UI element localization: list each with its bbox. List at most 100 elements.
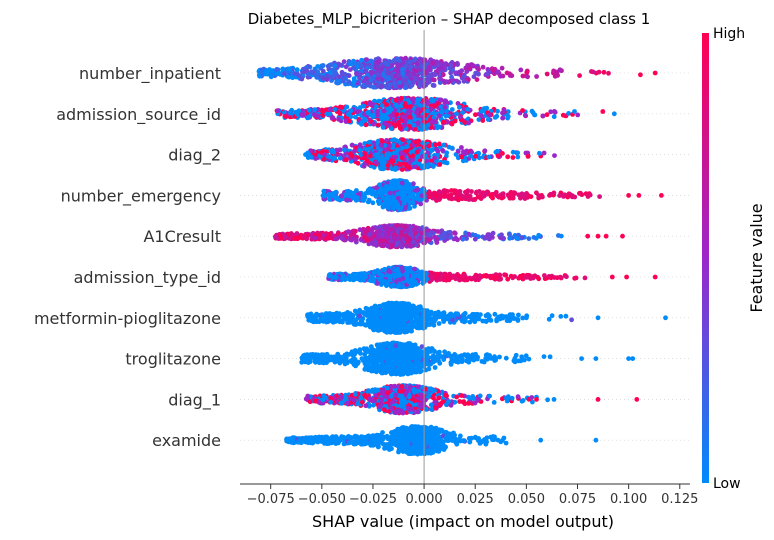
shap-point xyxy=(415,120,421,126)
shap-point xyxy=(389,72,395,78)
shap-point xyxy=(437,162,443,167)
shap-point xyxy=(288,110,293,116)
shap-point xyxy=(461,73,467,79)
shap-point xyxy=(327,107,333,112)
shap-point xyxy=(534,74,539,79)
beeswarm-points xyxy=(256,55,668,457)
shap-point xyxy=(537,150,542,156)
shap-point xyxy=(400,195,405,200)
shap-point xyxy=(534,190,539,196)
shap-point xyxy=(304,236,310,242)
shap-point xyxy=(441,119,446,125)
shap-point xyxy=(500,73,506,79)
shap-point xyxy=(381,108,387,114)
shap-point xyxy=(515,150,521,156)
shap-point xyxy=(402,102,408,108)
shap-point xyxy=(373,185,379,191)
shap-point xyxy=(441,142,447,148)
shap-point xyxy=(366,197,372,203)
shap-point xyxy=(367,101,373,107)
shap-point xyxy=(560,112,566,118)
shap-point xyxy=(522,192,528,198)
shap-point xyxy=(476,194,482,200)
shap-point xyxy=(367,139,372,145)
shap-point xyxy=(449,107,455,112)
shap-point xyxy=(340,236,346,242)
shap-point xyxy=(337,111,343,117)
shap-point xyxy=(353,114,358,120)
shap-point xyxy=(495,69,501,75)
shap-point xyxy=(321,156,327,162)
shap-point xyxy=(389,107,394,112)
shap-point xyxy=(544,112,550,118)
shap-point xyxy=(315,64,321,69)
shap-point xyxy=(475,65,480,71)
shap-point xyxy=(375,72,381,78)
shap-point xyxy=(398,229,404,235)
shap-point xyxy=(454,111,459,117)
shap-point xyxy=(404,144,409,150)
shap-point xyxy=(542,273,547,278)
shap-point xyxy=(327,197,333,202)
shap-point xyxy=(351,78,357,84)
shap-point xyxy=(415,187,421,193)
shap-point xyxy=(485,117,491,122)
shap-point xyxy=(417,235,423,241)
shap-point xyxy=(514,236,520,241)
shap-point xyxy=(432,72,438,78)
shap-point xyxy=(399,223,404,229)
shap-outlier-point xyxy=(303,152,308,158)
shap-point xyxy=(363,122,369,128)
shap-point xyxy=(324,77,330,82)
shap-point xyxy=(399,167,405,172)
shap-point xyxy=(426,143,432,149)
shap-point xyxy=(536,232,542,238)
shap-point xyxy=(394,179,400,184)
shap-point xyxy=(395,195,401,201)
shap-point xyxy=(363,68,369,74)
shap-point xyxy=(326,231,332,237)
shap-point xyxy=(488,192,494,198)
shap-point xyxy=(371,241,377,247)
shap-point xyxy=(294,67,300,73)
shap-point xyxy=(478,113,484,118)
shap-point xyxy=(480,118,486,123)
shap-point xyxy=(392,185,398,191)
shap-point xyxy=(430,60,435,66)
shap-point xyxy=(452,230,457,236)
shap-point xyxy=(449,74,454,80)
shap-point xyxy=(387,82,393,88)
shap-point xyxy=(455,62,460,67)
shap-point xyxy=(296,73,302,78)
shap-point xyxy=(374,189,380,195)
chart-title: Diabetes_MLP_bicriterion – SHAP decompos… xyxy=(248,10,651,29)
shap-point xyxy=(414,110,419,115)
shap-point xyxy=(411,181,416,187)
shap-point xyxy=(361,82,367,88)
shap-point xyxy=(391,81,397,86)
shap-point xyxy=(493,189,499,195)
shap-point xyxy=(516,192,522,198)
shap-point xyxy=(385,116,390,121)
shap-point xyxy=(436,189,442,195)
shap-point xyxy=(378,142,384,148)
shap-point xyxy=(342,71,348,77)
shap-point xyxy=(382,120,388,126)
shap-point xyxy=(339,193,344,199)
shap-point xyxy=(431,77,437,83)
shap-point xyxy=(407,59,413,65)
shap-point xyxy=(397,80,402,85)
shap-point xyxy=(398,150,404,156)
shap-point xyxy=(500,115,505,121)
shap-point xyxy=(357,74,363,79)
shap-point xyxy=(384,102,390,108)
shap-point xyxy=(383,147,389,153)
shap-point xyxy=(446,144,452,150)
shap-point xyxy=(346,73,352,79)
shap-point xyxy=(408,104,413,109)
shap-point xyxy=(324,111,330,117)
shap-point xyxy=(455,149,461,154)
shap-point xyxy=(437,76,442,82)
shap-point xyxy=(391,57,397,63)
shap-point xyxy=(606,70,611,76)
